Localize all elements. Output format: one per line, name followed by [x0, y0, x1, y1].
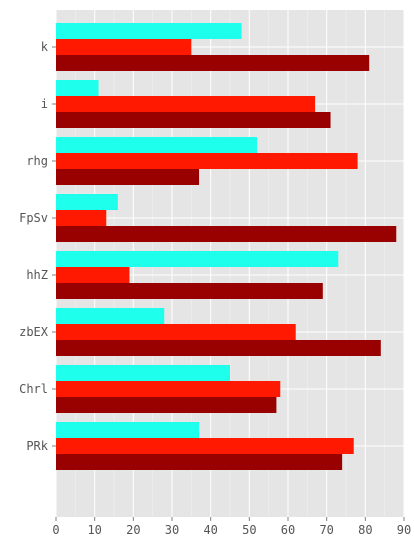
- bar-PRk-series-2: [56, 438, 354, 454]
- bar-Chrl-series-1: [56, 365, 230, 381]
- bar-k-series-3: [56, 55, 370, 71]
- bar-zbEX-series-1: [56, 308, 165, 324]
- y-tick-label: rhg: [26, 154, 48, 168]
- bar-FpSv-series-2: [56, 210, 107, 226]
- bar-zbEX-series-2: [56, 324, 296, 340]
- y-tick-label: Chrl: [19, 382, 48, 396]
- x-tick-label: 50: [242, 523, 256, 537]
- bar-FpSv-series-3: [56, 226, 397, 242]
- y-axis-ticks: k i rhg FpSv hhZ zbEX Chrl PRk: [19, 40, 56, 453]
- bar-rhg-series-2: [56, 153, 358, 169]
- x-tick-label: 10: [87, 523, 101, 537]
- bar-FpSv-series-1: [56, 194, 118, 210]
- x-tick-label: 20: [126, 523, 140, 537]
- bar-series: [56, 23, 397, 470]
- y-tick-label: FpSv: [19, 211, 48, 225]
- bar-k-series-2: [56, 39, 192, 55]
- x-axis-ticks: 0 10 20 30 40 50 60 70 80 90: [52, 517, 411, 537]
- bar-PRk-series-3: [56, 454, 343, 470]
- bar-PRk-series-1: [56, 422, 200, 438]
- bar-Chrl-series-3: [56, 397, 277, 413]
- y-tick-label: hhZ: [26, 268, 48, 282]
- x-tick-label: 60: [281, 523, 295, 537]
- bar-Chrl-series-2: [56, 381, 281, 397]
- bar-i-series-3: [56, 112, 331, 128]
- bar-i-series-1: [56, 80, 99, 96]
- bar-rhg-series-1: [56, 137, 258, 153]
- x-tick-label: 0: [52, 523, 59, 537]
- x-tick-label: 90: [397, 523, 411, 537]
- bar-hhZ-series-3: [56, 283, 323, 299]
- bar-hhZ-series-1: [56, 251, 339, 267]
- x-tick-label: 70: [319, 523, 333, 537]
- y-tick-label: zbEX: [19, 325, 49, 339]
- bar-i-series-2: [56, 96, 316, 112]
- bar-zbEX-series-3: [56, 340, 381, 356]
- x-tick-label: 40: [203, 523, 217, 537]
- bar-rhg-series-3: [56, 169, 200, 185]
- bar-k-series-1: [56, 23, 242, 39]
- y-tick-label: PRk: [26, 439, 48, 453]
- y-tick-label: i: [41, 97, 48, 111]
- x-tick-label: 30: [165, 523, 179, 537]
- x-tick-label: 80: [358, 523, 372, 537]
- y-tick-label: k: [41, 40, 49, 54]
- bar-hhZ-series-2: [56, 267, 130, 283]
